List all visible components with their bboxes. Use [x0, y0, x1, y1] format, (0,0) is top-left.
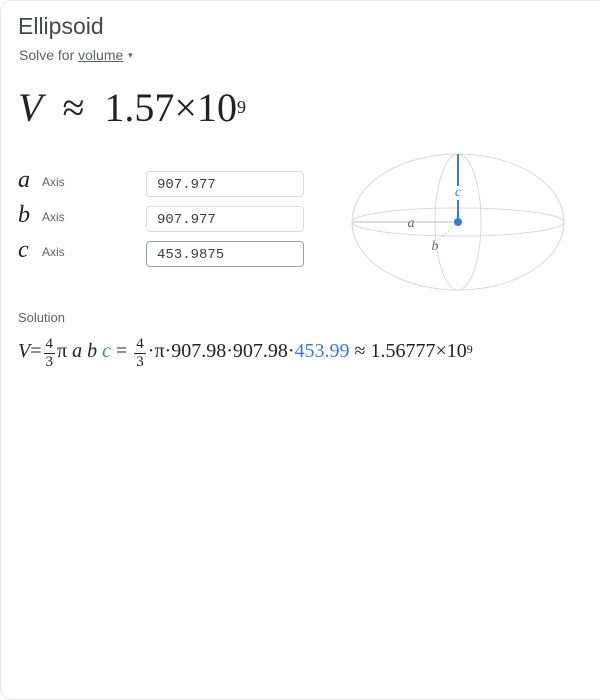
svg-text:c: c: [455, 185, 462, 200]
svg-text:a: a: [408, 216, 415, 231]
svg-text:b: b: [432, 239, 439, 254]
